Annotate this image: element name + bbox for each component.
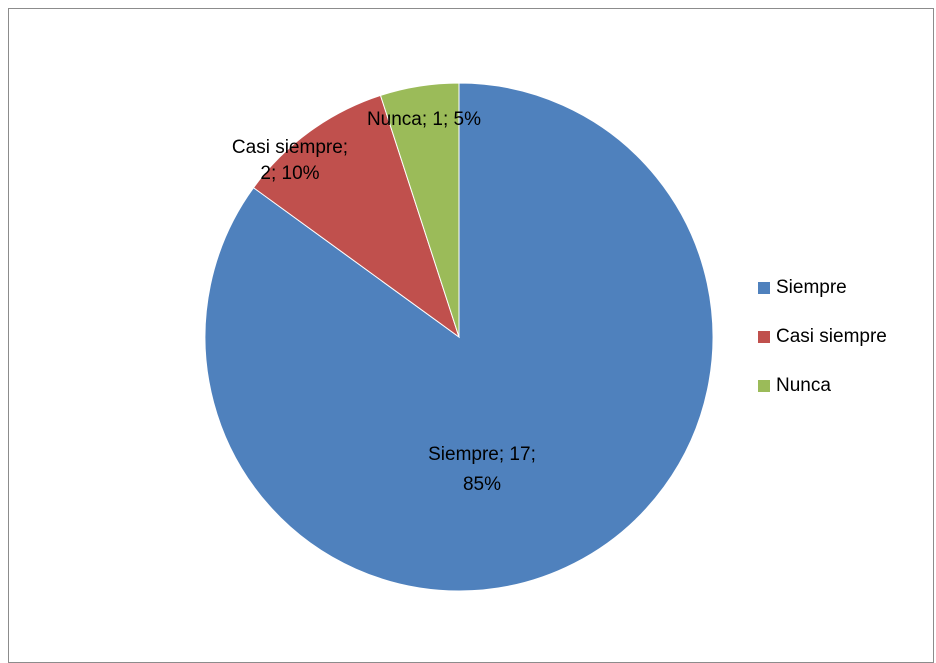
pie-slice-nunca [379,82,460,338]
pie-slice-casi-siempre [252,94,460,339]
legend-item-siempre: Siempre [758,276,887,300]
legend-label-siempre: Siempre [776,277,847,298]
data-label-casi-siempre: Casi siempre; 2; 10% [232,137,348,184]
legend-item-casi-siempre: Casi siempre [758,325,887,349]
legend: Siempre Casi siempre Nunca [758,276,887,423]
data-label-siempre: Siempre; 17; 85% [428,444,536,495]
legend-label-casi-siempre: Casi siempre [776,326,887,347]
legend-swatch-nunca [758,380,770,392]
data-label-nunca: Nunca; 1; 5% [367,109,481,130]
legend-item-nunca: Nunca [758,374,887,398]
legend-label-nunca: Nunca [776,375,831,396]
legend-swatch-siempre [758,282,770,294]
pie-slice-siempre [204,82,714,592]
legend-swatch-casi-siempre [758,331,770,343]
